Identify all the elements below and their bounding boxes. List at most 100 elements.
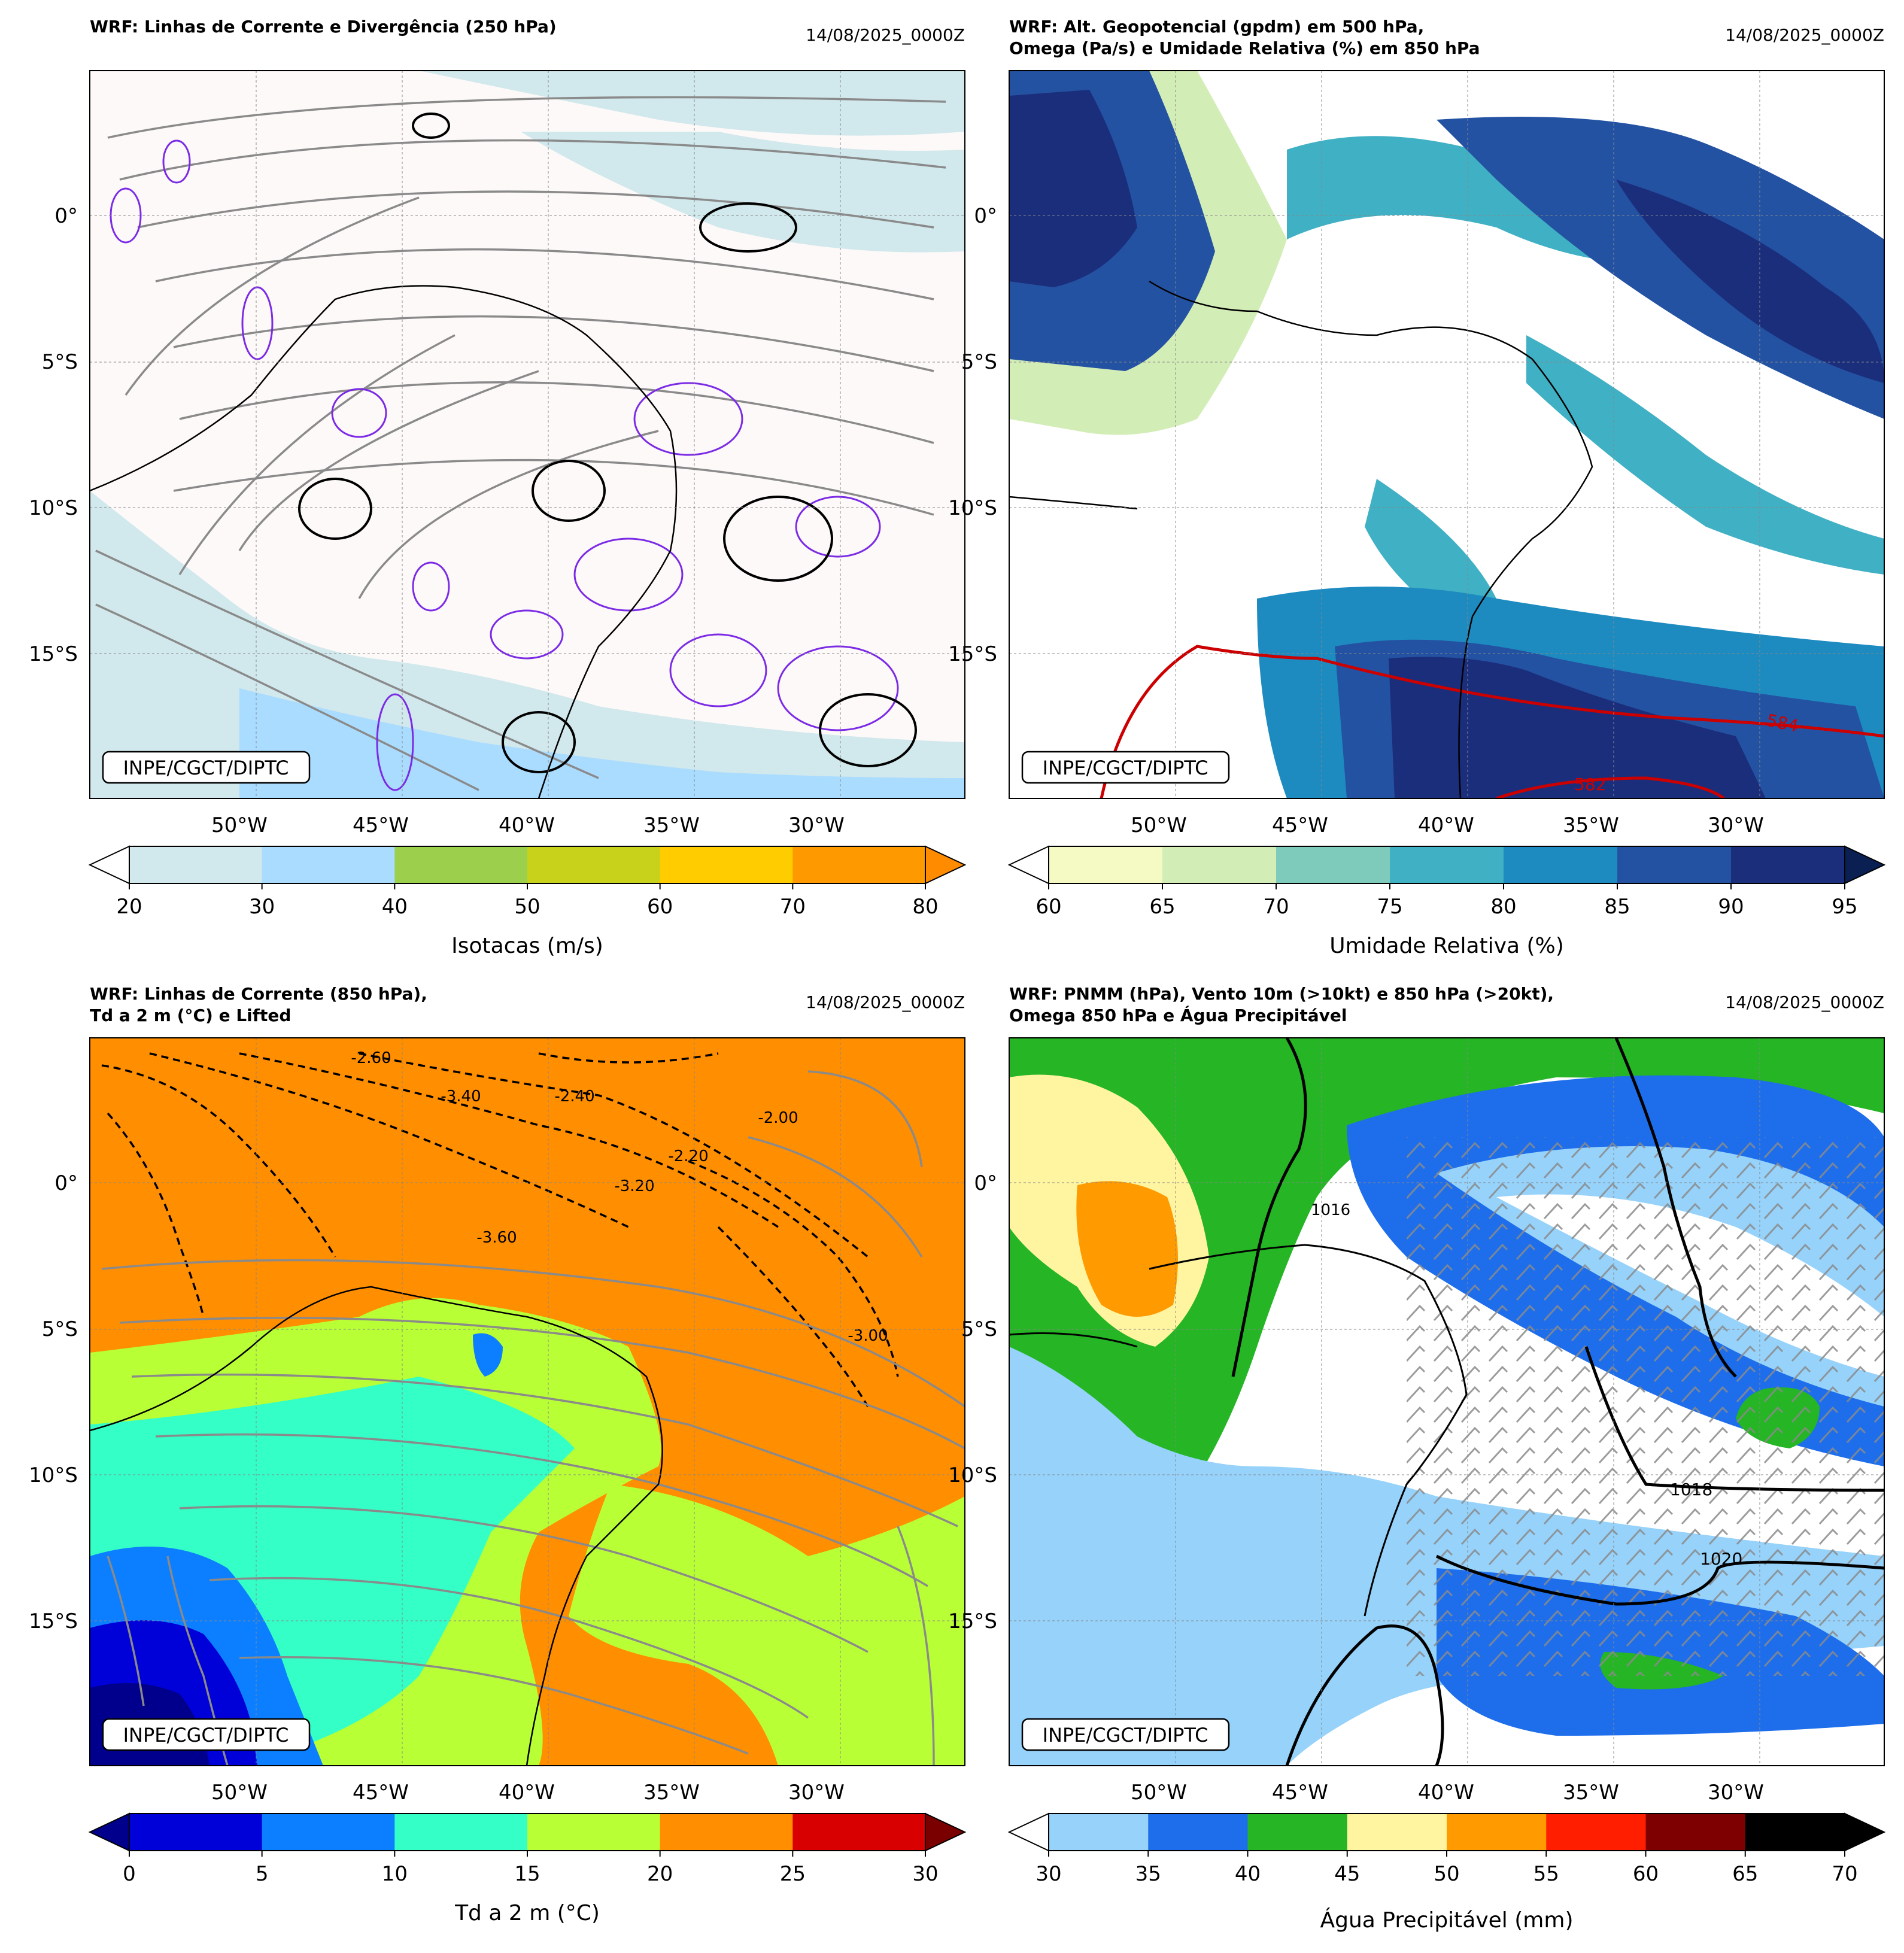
colorbar-swatch bbox=[1347, 1814, 1447, 1851]
lon-tick: 45°W bbox=[353, 813, 409, 837]
lon-tick: 35°W bbox=[1563, 813, 1619, 837]
colorbar-tick-label: 70 bbox=[780, 895, 806, 919]
colorbar-tick-label: 45 bbox=[1334, 1862, 1360, 1886]
contour-label: 1020 bbox=[1700, 1549, 1742, 1569]
lon-tick: 50°W bbox=[211, 813, 268, 837]
colorbar-swatch bbox=[262, 1814, 395, 1851]
lat-tick: 15°S bbox=[29, 1609, 78, 1633]
colorbar-label: Água Precipitável (mm) bbox=[1320, 1908, 1574, 1933]
lon-tick: 35°W bbox=[1563, 1781, 1619, 1805]
credit-text: INPE/CGCT/DIPTC bbox=[123, 757, 289, 779]
lon-tick: 45°W bbox=[1272, 1781, 1328, 1805]
panel-p3: WRF: Linhas de Corrente (850 hPa), Td a … bbox=[29, 984, 967, 1925]
colorbar-tick-label: 70 bbox=[1263, 895, 1289, 919]
credit-box: INPE/CGCT/DIPTC bbox=[102, 1718, 311, 1751]
colorbar-under-extension bbox=[1007, 1812, 1049, 1852]
panel-datetime: 14/08/2025_0000Z bbox=[806, 992, 965, 1012]
colorbar-tick-label: 85 bbox=[1604, 895, 1630, 919]
contour-label: -2.20 bbox=[668, 1147, 708, 1165]
colorbar-tick-label: 60 bbox=[647, 895, 673, 919]
colorbar-swatch bbox=[1617, 846, 1732, 883]
colorbar-tick-label: 80 bbox=[1490, 895, 1516, 919]
colorbar: 0 5 10 15 20 25 30 bbox=[88, 1812, 967, 1886]
lon-tick: 45°W bbox=[1272, 813, 1328, 837]
colorbar-under-extension bbox=[1007, 845, 1049, 885]
lon-axis: 50°W 45°W 40°W 35°W 30°W bbox=[211, 1781, 845, 1805]
colorbar-swatch bbox=[1504, 846, 1618, 883]
colorbar-swatch bbox=[1447, 1814, 1547, 1851]
colorbar-swatch bbox=[262, 846, 395, 883]
lon-axis: 50°W 45°W 40°W 35°W 30°W bbox=[1131, 1781, 1764, 1805]
colorbar-swatch bbox=[527, 1814, 661, 1851]
colorbar-swatch bbox=[1148, 1814, 1248, 1851]
lat-tick: 10°S bbox=[29, 496, 78, 520]
credit-box: INPE/CGCT/DIPTC bbox=[1021, 1718, 1230, 1751]
colorbar-tick-label: 30 bbox=[912, 1862, 938, 1886]
contour-label: -2.00 bbox=[758, 1109, 798, 1127]
colorbar-tick-label: 50 bbox=[514, 895, 540, 919]
lat-tick: 15°S bbox=[948, 1609, 997, 1633]
map-frame bbox=[1009, 70, 1885, 799]
map-frame bbox=[89, 1037, 965, 1766]
colorbar-swatch bbox=[660, 1814, 793, 1851]
lon-tick: 50°W bbox=[1131, 813, 1187, 837]
contour-label: -3.40 bbox=[441, 1088, 481, 1105]
colorbar-swatch bbox=[394, 846, 528, 883]
lat-axis: 0° 5°S 10°S 15°S bbox=[29, 204, 78, 666]
panel-datetime: 14/08/2025_0000Z bbox=[1725, 992, 1884, 1012]
panel-title-line-2: Omega (Pa/s) e Umidade Relativa (%) em 8… bbox=[1009, 38, 1480, 58]
colorbar-swatch bbox=[1731, 846, 1845, 883]
colorbar-tick-label: 20 bbox=[647, 1862, 673, 1886]
contour-label: 1018 bbox=[1670, 1480, 1712, 1499]
contour-label: 582 bbox=[1574, 774, 1606, 794]
colorbar-tick-label: 5 bbox=[256, 1862, 269, 1886]
colorbar-swatch bbox=[660, 846, 793, 883]
lat-tick: 15°S bbox=[29, 642, 78, 666]
colorbar-swatch bbox=[394, 1814, 528, 1851]
colorbar-tick-label: 70 bbox=[1832, 1862, 1857, 1886]
colorbar-ticks: 30 35 40 45 50 55 60 65 70 bbox=[1035, 1851, 1858, 1886]
panel-title-line-1: WRF: Alt. Geopotencial (gpdm) em 500 hPa… bbox=[1009, 17, 1424, 37]
credit-text: INPE/CGCT/DIPTC bbox=[123, 1724, 289, 1747]
colorbar-swatches bbox=[88, 845, 967, 885]
panel-title-line-1: WRF: Linhas de Corrente e Divergência (2… bbox=[90, 17, 557, 37]
panel-datetime: 14/08/2025_0000Z bbox=[1725, 25, 1884, 45]
lon-tick: 50°W bbox=[1131, 1781, 1187, 1805]
colorbar-tick-label: 40 bbox=[1235, 1862, 1261, 1886]
colorbar-over-extension bbox=[1844, 1812, 1886, 1852]
lon-tick: 40°W bbox=[499, 1781, 555, 1805]
lat-axis: 0° 5°S 10°S 15°S bbox=[29, 1171, 78, 1633]
colorbar-over-extension bbox=[925, 1812, 967, 1852]
lat-axis: 0° 5°S 10°S 15°S bbox=[948, 1171, 997, 1633]
colorbar-tick-label: 90 bbox=[1718, 895, 1744, 919]
lon-tick: 35°W bbox=[643, 1781, 700, 1805]
colorbar-swatch bbox=[1049, 846, 1163, 883]
colorbar-swatches bbox=[88, 1812, 967, 1852]
lat-tick: 0° bbox=[54, 1171, 78, 1195]
map-field: 584 582 bbox=[1009, 71, 1884, 798]
colorbar-tick-label: 10 bbox=[382, 1862, 408, 1886]
panel-datetime: 14/08/2025_0000Z bbox=[806, 25, 965, 45]
colorbar-tick-label: 50 bbox=[1434, 1862, 1459, 1886]
lon-tick: 30°W bbox=[788, 1781, 845, 1805]
lat-tick: 5°S bbox=[42, 1317, 78, 1341]
lon-tick: 50°W bbox=[211, 1781, 268, 1805]
map-frame bbox=[89, 70, 965, 799]
colorbar-tick-label: 60 bbox=[1035, 895, 1061, 919]
lon-tick: 40°W bbox=[499, 813, 555, 837]
colorbar-tick-label: 35 bbox=[1135, 1862, 1161, 1886]
lat-tick: 0° bbox=[974, 1171, 997, 1195]
colorbar-swatch bbox=[1276, 846, 1390, 883]
panel-title-line-2: Td a 2 m (°C) e Lifted bbox=[90, 1006, 291, 1025]
contour-label: 1016 bbox=[1311, 1201, 1350, 1219]
lon-tick: 30°W bbox=[788, 813, 845, 837]
contour-label: -3.60 bbox=[476, 1229, 517, 1247]
lon-tick: 30°W bbox=[1708, 1781, 1764, 1805]
colorbar-swatch bbox=[1390, 846, 1504, 883]
colorbar-swatch bbox=[792, 1814, 926, 1851]
colorbar-over-extension bbox=[925, 845, 967, 885]
colorbar-swatch bbox=[1645, 1814, 1746, 1851]
colorbar-tick-label: 20 bbox=[116, 895, 142, 919]
colorbar-over-extension bbox=[1844, 845, 1886, 885]
